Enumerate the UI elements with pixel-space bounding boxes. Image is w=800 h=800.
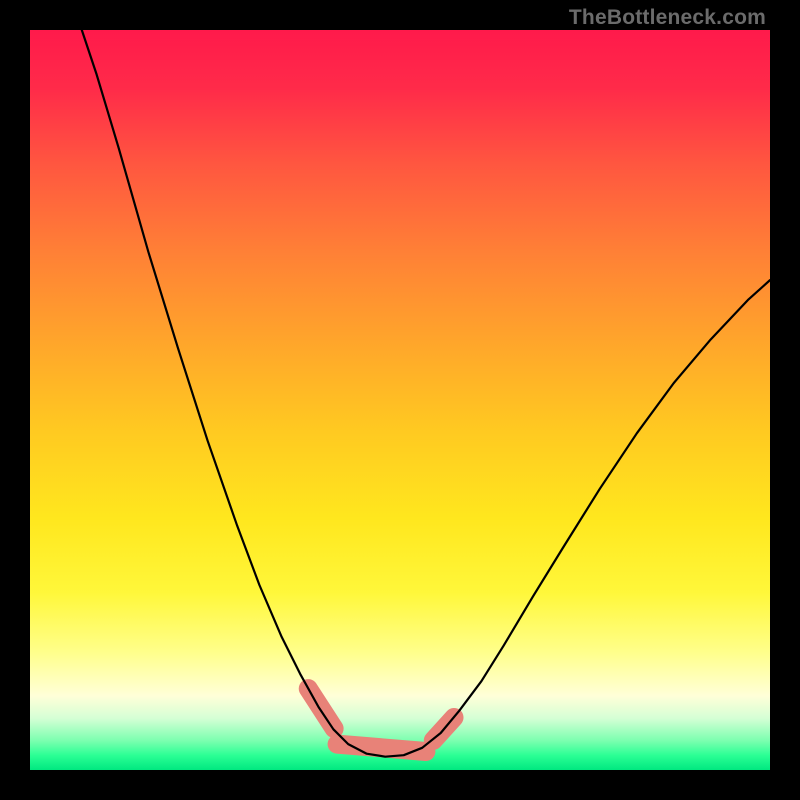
plot-area — [30, 30, 770, 770]
bottleneck-curve — [82, 30, 770, 757]
bottleneck-marker — [308, 689, 454, 752]
watermark-text: TheBottleneck.com — [569, 6, 766, 30]
curve-layer — [30, 30, 770, 770]
